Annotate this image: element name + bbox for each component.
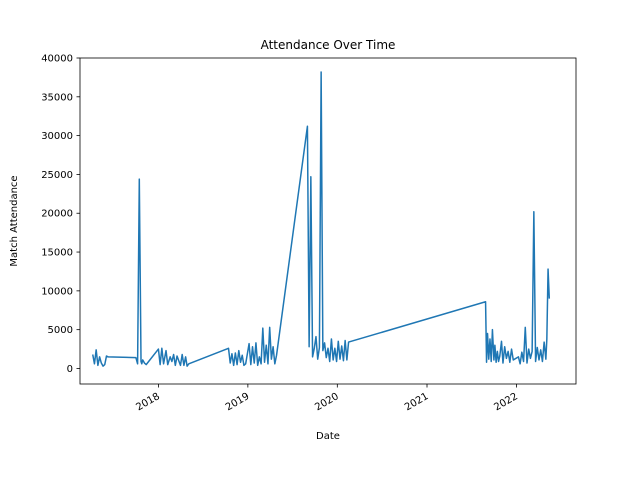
x-axis-label: Date xyxy=(316,431,340,442)
y-axis-label: Match Attendance xyxy=(9,175,20,266)
y-tick-label: 20000 xyxy=(41,209,73,220)
y-tick-label: 30000 xyxy=(41,131,73,142)
y-tick-label: 25000 xyxy=(41,170,73,181)
y-axis-ticks: 0 5000 10000 15000 20000 25000 30000 35000 40000 xyxy=(41,54,80,375)
y-tick-label: 40000 xyxy=(41,54,73,65)
chart-title: Attendance Over Time xyxy=(261,38,396,52)
y-tick-label: 15000 xyxy=(41,248,73,259)
y-tick-label: 5000 xyxy=(48,325,73,336)
plot-frame xyxy=(79,57,577,385)
y-tick-label: 35000 xyxy=(41,92,73,103)
y-tick-label: 0 xyxy=(67,364,73,375)
y-tick-label: 10000 xyxy=(41,286,73,297)
attendance-series-line xyxy=(92,71,551,367)
